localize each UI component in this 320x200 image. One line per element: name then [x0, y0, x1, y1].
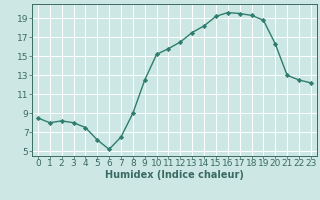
- X-axis label: Humidex (Indice chaleur): Humidex (Indice chaleur): [105, 170, 244, 180]
